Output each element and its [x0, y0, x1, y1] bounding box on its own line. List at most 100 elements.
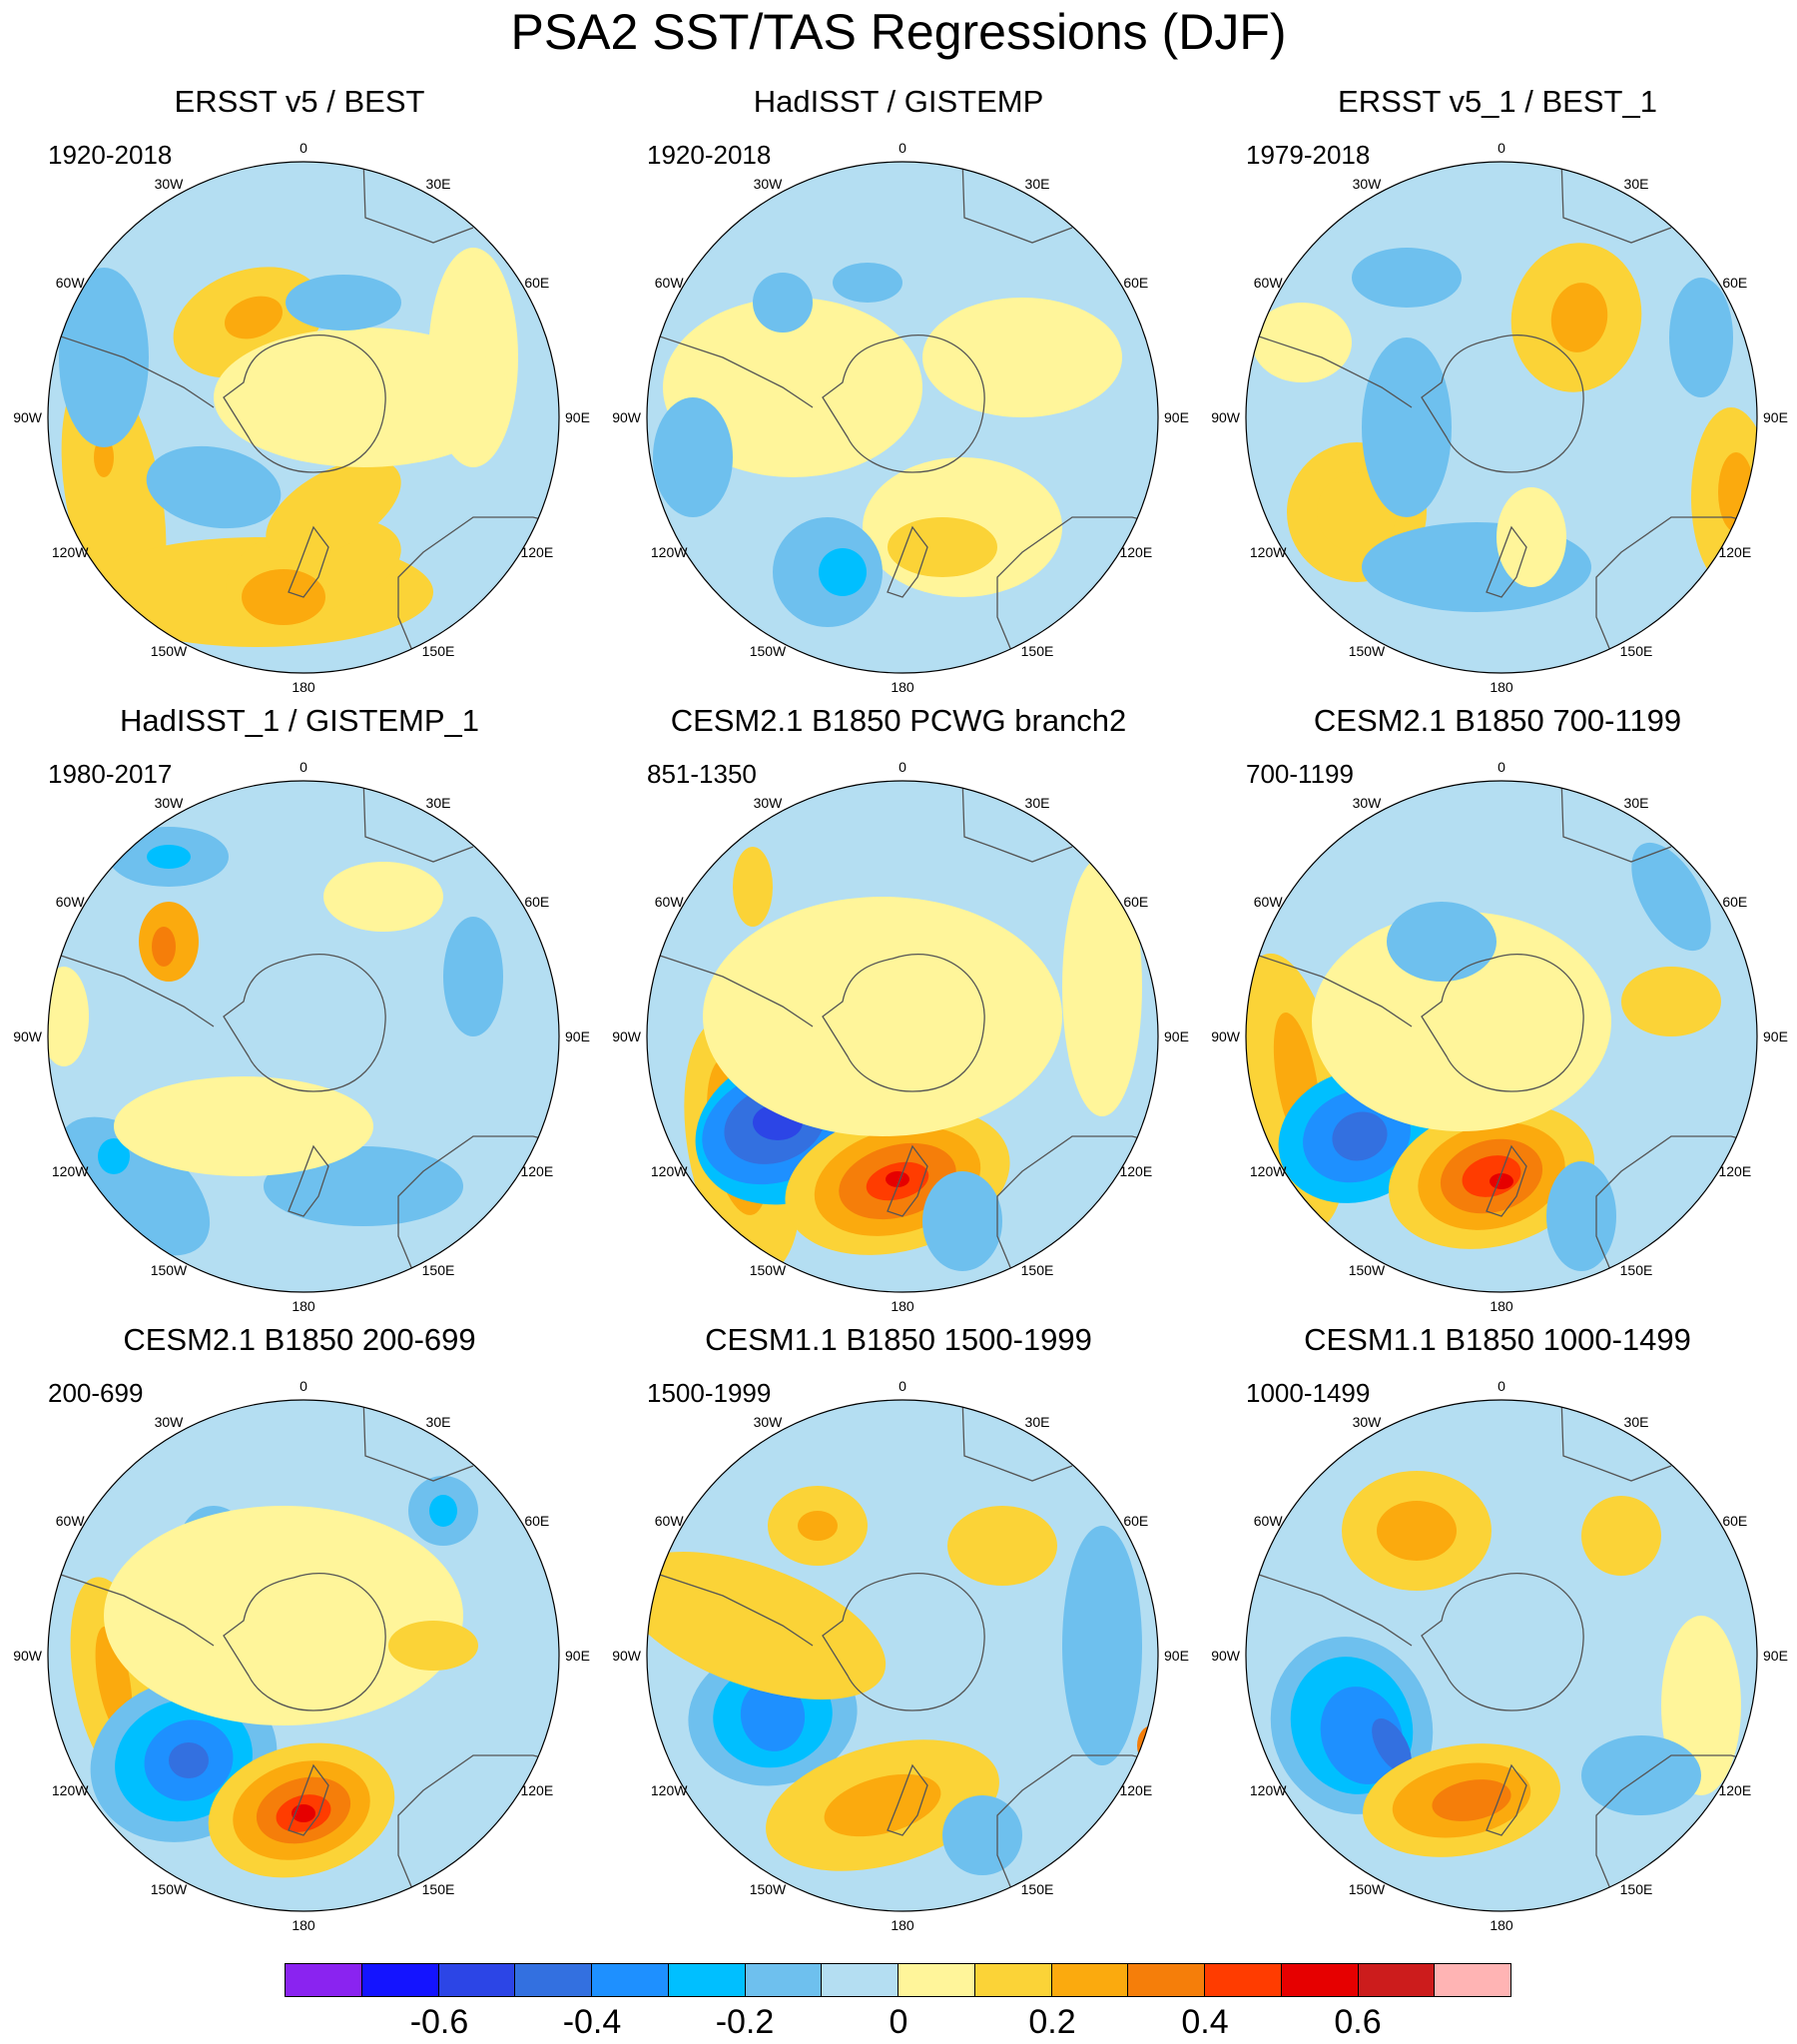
colorbar-swatch — [360, 1963, 439, 1997]
regression-anomaly-region — [647, 1552, 887, 1700]
longitude-label: 180 — [292, 1298, 315, 1314]
regression-anomaly-region — [647, 340, 653, 375]
longitude-label: 60W — [56, 894, 86, 910]
longitude-label: 60E — [524, 894, 549, 910]
map-field — [647, 162, 1158, 673]
longitude-label: 60W — [56, 1513, 86, 1529]
longitude-label: 30E — [1025, 176, 1050, 192]
antarctica-coastline — [1421, 1573, 1584, 1711]
colorbar-tick-label: 0.6 — [1334, 2003, 1382, 2041]
colorbar-swatch — [1204, 1963, 1282, 1997]
longitude-label: 120E — [1119, 544, 1152, 560]
longitude-label: 120W — [651, 1163, 688, 1179]
regression-anomaly-region — [798, 1511, 838, 1541]
regression-anomaly-region — [942, 1795, 1022, 1875]
regression-anomaly-region — [824, 1773, 941, 1837]
longitude-label: 120E — [1119, 1782, 1152, 1798]
longitude-label: 180 — [891, 679, 914, 695]
colorbar-swatch — [1434, 1963, 1511, 1997]
regression-anomaly-region — [1362, 338, 1452, 517]
longitude-label: 150E — [1021, 1881, 1054, 1897]
longitude-label: 30E — [1624, 795, 1649, 811]
regression-anomaly-region — [214, 328, 513, 467]
continent-coastline — [288, 525, 329, 598]
figure-title: PSA2 SST/TAS Regressions (DJF) — [510, 4, 1287, 60]
map-panel: 0 30E 60E 90E 120E 150E 180 150W 120W 90W 60W 30W C… — [1198, 1320, 1797, 1939]
longitude-label: 120W — [651, 1782, 688, 1798]
longitude-label: 90W — [612, 1648, 642, 1664]
longitude-label: 150E — [422, 1881, 455, 1897]
regression-anomaly-region — [1497, 487, 1566, 587]
regression-anomaly-region — [703, 897, 1062, 1136]
longitude-label: 60E — [1722, 1513, 1747, 1529]
continent-coastline — [1560, 781, 1672, 863]
longitude-label: 30E — [1025, 1414, 1050, 1430]
regression-anomaly-region — [286, 275, 401, 331]
map-boundary — [47, 1399, 560, 1912]
longitude-label: 90E — [565, 1648, 590, 1664]
longitude-label: 90E — [1164, 1648, 1189, 1664]
colorbar-swatch — [667, 1963, 746, 1997]
longitude-label: 30W — [754, 795, 784, 811]
regression-anomaly-region — [1372, 1717, 1412, 1773]
map-panel: 0 30E 60E 90E 120E 150E 180 150W 120W 90W 60W 30W E… — [1198, 82, 1797, 701]
continent-coastline — [647, 1565, 814, 1647]
longitude-label: 30E — [1624, 1414, 1649, 1430]
map-field — [1246, 781, 1757, 1292]
regression-anomaly-region — [1432, 1779, 1511, 1821]
panel-title: ERSST v5_1 / BEST_1 — [1338, 84, 1657, 119]
colorbar-swatch — [1050, 1963, 1129, 1997]
continent-coastline — [647, 946, 814, 1027]
longitude-label: 180 — [1490, 679, 1513, 695]
longitude-label: 120W — [52, 544, 89, 560]
regression-anomaly-region — [1320, 1687, 1404, 1784]
panel-title: CESM2.1 B1850 700-1199 — [1313, 703, 1682, 738]
colorbar-swatch — [1127, 1963, 1205, 1997]
longitude-label: 60E — [1123, 1513, 1148, 1529]
panel-year-range: 1920-2018 — [647, 140, 772, 170]
longitude-label: 30W — [754, 1414, 784, 1430]
longitude-label: 60E — [524, 1513, 549, 1529]
longitude-label: 180 — [891, 1917, 914, 1933]
colorbar — [285, 1963, 1511, 1999]
panel-title: CESM1.1 B1850 1000-1499 — [1304, 1322, 1691, 1357]
map-panel: 0 30E 60E 90E 120E 150E 180 150W 120W 90W 60W 30W E… — [0, 82, 599, 701]
regression-anomaly-region — [242, 569, 325, 625]
continent-coastline — [397, 1754, 559, 1911]
longitude-label: 120E — [520, 1782, 553, 1798]
continent-coastline — [1595, 516, 1757, 673]
polar-stereographic-map: 0 30E 60E 90E 120E 150E 180 150W 120W 90W 60W 30W — [612, 1378, 1189, 1933]
continent-coastline — [1560, 162, 1672, 244]
continent-coastline — [1486, 1144, 1527, 1217]
map-boundary — [646, 1399, 1159, 1912]
longitude-label: 90E — [1763, 409, 1788, 425]
panel-title: HadISST / GISTEMP — [753, 84, 1044, 119]
regression-anomaly-region — [653, 397, 733, 517]
longitude-label: 90E — [565, 1028, 590, 1044]
longitude-label: 150W — [1349, 1881, 1386, 1897]
polar-stereographic-map: 0 30E 60E 90E 120E 150E 180 150W 120W 90W 60W 30W — [13, 140, 590, 695]
panel-year-range: 851-1350 — [647, 759, 757, 789]
regression-anomaly-region — [740, 1680, 806, 1751]
longitude-label: 150W — [750, 1881, 787, 1897]
continent-coastline — [887, 525, 928, 598]
map-field — [48, 162, 559, 673]
longitude-label: 30W — [1353, 1414, 1383, 1430]
longitude-label: 180 — [1490, 1298, 1513, 1314]
panel-year-range: 1920-2018 — [48, 140, 173, 170]
regression-anomaly-region — [266, 459, 401, 559]
longitude-label: 60W — [1254, 275, 1284, 291]
panel-year-range: 700-1199 — [1246, 759, 1354, 789]
longitude-label: 120W — [1250, 1782, 1287, 1798]
longitude-label: 90W — [612, 1028, 642, 1044]
polar-stereographic-map: 0 30E 60E 90E 120E 150E 180 150W 120W 90W 60W 30W — [612, 759, 1189, 1314]
regression-anomaly-region — [59, 268, 149, 447]
longitude-label: 180 — [891, 1298, 914, 1314]
colorbar-swatch — [898, 1963, 975, 1997]
continent-coastline — [996, 516, 1158, 673]
longitude-label: 150E — [1620, 1262, 1653, 1278]
regression-anomaly-region — [1312, 912, 1611, 1131]
longitude-label: 90E — [1164, 409, 1189, 425]
continent-coastline — [961, 781, 1073, 863]
regression-anomaly-region — [947, 1506, 1057, 1586]
